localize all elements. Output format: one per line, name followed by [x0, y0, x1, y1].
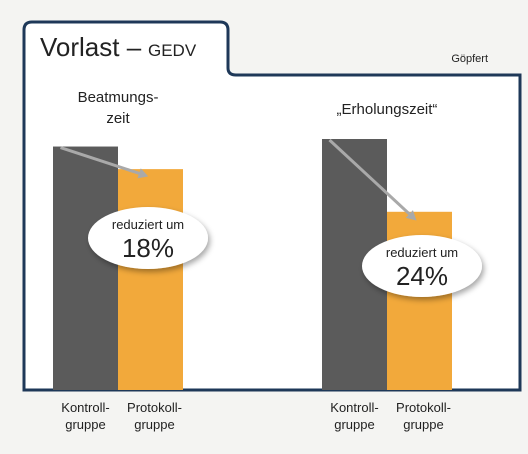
bar: [53, 146, 118, 390]
arrow-line: [328, 138, 415, 219]
text-line: Kontroll-: [330, 400, 378, 415]
text-line: gruppe: [134, 417, 174, 432]
callout-text: reduziert um: [112, 217, 184, 232]
callout-value: 18%: [122, 233, 174, 263]
arrow-line: [60, 146, 145, 177]
callout-text: reduziert um: [386, 245, 458, 260]
callout: [362, 235, 482, 297]
arrow-head: [137, 168, 149, 179]
author: Göpfert: [451, 53, 488, 65]
x-tick-label: Protokoll-gruppe: [127, 400, 182, 432]
arrow-head: [405, 210, 417, 221]
text-line: Beatmungs-: [78, 89, 159, 106]
callout: [88, 207, 208, 269]
callout-value: 24%: [396, 261, 448, 291]
x-tick-label: Kontroll-gruppe: [330, 400, 378, 432]
text-line: Kontroll-: [61, 400, 109, 415]
text-line: zeit: [106, 110, 130, 127]
header-subtitle: GEDV: [148, 41, 197, 60]
chart-title: „Erholungszeit“: [337, 101, 438, 118]
text-line: Protokoll-: [127, 400, 182, 415]
x-tick-label: Kontroll-gruppe: [61, 400, 109, 432]
text-line: gruppe: [65, 417, 105, 432]
text-line: gruppe: [334, 417, 374, 432]
text-line: gruppe: [403, 417, 443, 432]
bar: [118, 169, 183, 390]
header-title: Vorlast –: [40, 32, 142, 62]
x-tick-label: Protokoll-gruppe: [396, 400, 451, 432]
chart-title: Beatmungs-zeit: [78, 89, 159, 127]
text-line: Protokoll-: [396, 400, 451, 415]
